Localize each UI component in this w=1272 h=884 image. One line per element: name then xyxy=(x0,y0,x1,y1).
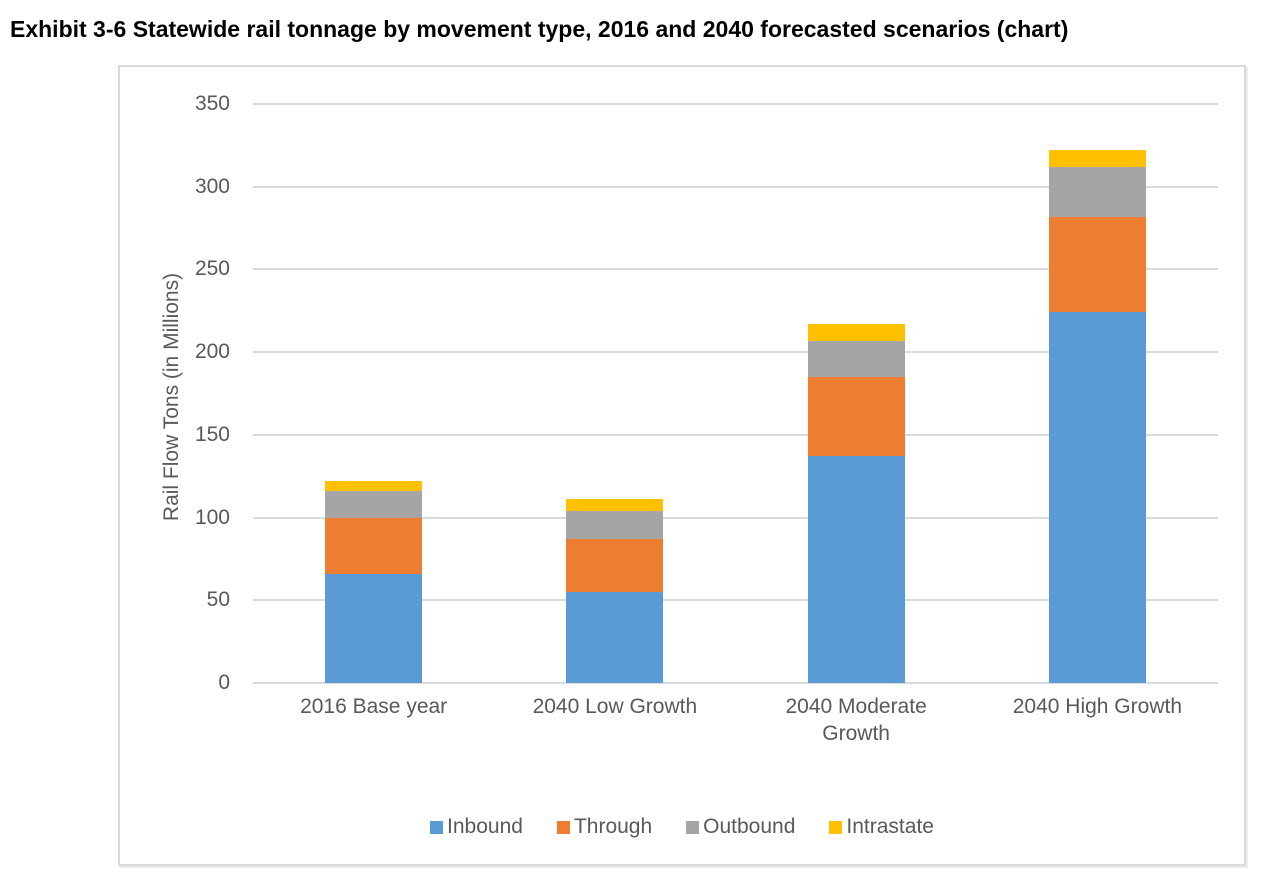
gridline-200 xyxy=(253,351,1218,354)
bar-segment-outbound xyxy=(807,340,905,377)
gridline-0 xyxy=(253,682,1218,684)
gridline-300 xyxy=(253,185,1218,188)
y-axis-tick-labels: 0 50 100 150 200 250 300 350 xyxy=(120,92,230,694)
x-label-2040-moderate-growth: 2040 Moderate Growth xyxy=(785,695,927,746)
gridline-50 xyxy=(253,599,1218,602)
y-tick-label-350: 350 xyxy=(194,92,230,115)
bar-segment-through xyxy=(1048,216,1146,313)
legend: Inbound Through Outbound Intrastate xyxy=(120,815,1244,839)
legend-item-through: Through xyxy=(556,815,653,839)
legend-label: Through xyxy=(573,815,653,838)
x-label-2016-base-year: 2016 Base year xyxy=(300,695,448,718)
bar-2040-high-growth xyxy=(1048,150,1146,683)
gridline-100 xyxy=(253,516,1218,519)
bar-segment-through xyxy=(807,376,905,457)
x-label-2040-low-growth: 2040 Low Growth xyxy=(532,695,698,718)
plot-area xyxy=(253,103,1218,684)
bar-segment-inbound xyxy=(566,592,664,683)
bar-2040-moderate-growth xyxy=(807,324,905,683)
legend-label: Inbound xyxy=(447,815,523,838)
bar-2016-base-year xyxy=(325,481,423,683)
bar-2040-low-growth xyxy=(566,499,664,683)
chart-container: Rail Flow Tons (in Millions) 0 50 100 150 20… xyxy=(118,65,1246,866)
bar-segment-intrastate xyxy=(1048,150,1146,167)
bar-segment-through xyxy=(325,517,423,574)
y-tick-label-100: 100 xyxy=(194,505,230,529)
y-tick-label-0: 0 xyxy=(218,671,230,694)
legend-item-intrastate: Intrastate xyxy=(829,815,934,839)
x-label-2040-high-growth: 2040 High Growth xyxy=(1012,695,1182,718)
legend-item-inbound: Inbound xyxy=(430,815,523,839)
bar-segment-intrastate xyxy=(807,324,905,341)
bar-segment-outbound xyxy=(1048,166,1146,217)
y-tick-label-200: 200 xyxy=(194,340,230,364)
bar-segment-intrastate xyxy=(325,481,423,492)
bar-segment-intrastate xyxy=(566,499,664,511)
bar-segment-outbound xyxy=(566,510,664,540)
legend-swatch-icon-inbound xyxy=(430,820,444,834)
bar-segment-through xyxy=(566,539,664,593)
gridline-250 xyxy=(253,268,1218,271)
bar-segment-inbound xyxy=(325,573,423,683)
bar-segment-outbound xyxy=(325,491,423,518)
bar-segment-inbound xyxy=(807,456,905,683)
gridline-350 xyxy=(253,103,1218,105)
legend-label: Intrastate xyxy=(846,815,934,838)
legend-item-outbound: Outbound xyxy=(686,815,795,839)
legend-swatch-icon-intrastate xyxy=(829,820,843,834)
legend-swatch-icon-outbound xyxy=(686,820,700,834)
gridline-150 xyxy=(253,433,1218,436)
bar-segment-inbound xyxy=(1048,312,1146,683)
y-tick-label-300: 300 xyxy=(194,174,230,198)
legend-swatch-icon-through xyxy=(556,820,570,834)
y-tick-label-50: 50 xyxy=(206,588,230,612)
x-axis-category-labels: 2016 Base year 2040 Low Growth 2040 Modera… xyxy=(253,693,1218,763)
y-tick-label-150: 150 xyxy=(194,422,230,446)
page-title: Exhibit 3-6 Statewide rail tonnage by mo… xyxy=(10,16,1069,42)
y-tick-label-250: 250 xyxy=(194,257,230,281)
legend-label: Outbound xyxy=(703,815,796,838)
